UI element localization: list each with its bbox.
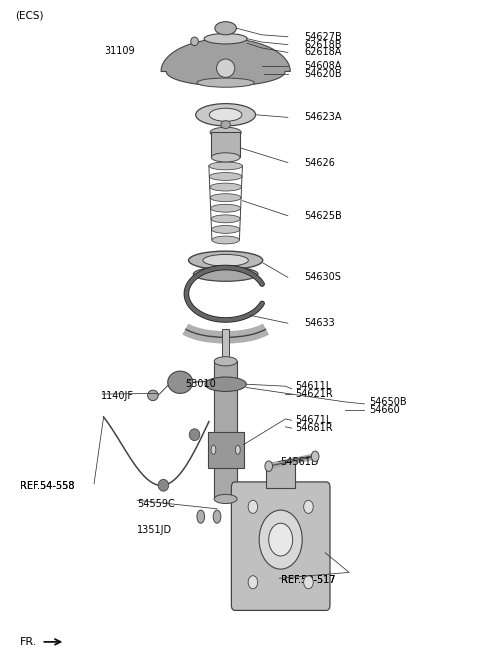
Polygon shape [161, 39, 290, 86]
Text: 54623A: 54623A [305, 112, 342, 122]
Text: 1351JD: 1351JD [137, 525, 172, 535]
Ellipse shape [210, 194, 241, 202]
Ellipse shape [211, 215, 240, 223]
Ellipse shape [214, 494, 237, 503]
Ellipse shape [189, 429, 200, 441]
Ellipse shape [215, 22, 237, 35]
Ellipse shape [197, 510, 204, 523]
FancyBboxPatch shape [214, 361, 237, 499]
Ellipse shape [197, 78, 254, 87]
Ellipse shape [248, 500, 258, 513]
Ellipse shape [211, 445, 216, 455]
Ellipse shape [213, 510, 221, 523]
FancyBboxPatch shape [211, 133, 240, 158]
Ellipse shape [209, 162, 242, 170]
Text: (ECS): (ECS) [15, 10, 44, 20]
Ellipse shape [189, 251, 263, 269]
Ellipse shape [148, 390, 158, 401]
Ellipse shape [204, 34, 247, 44]
FancyBboxPatch shape [266, 463, 295, 488]
Ellipse shape [209, 108, 242, 122]
Ellipse shape [212, 236, 240, 244]
Text: REF.54-558: REF.54-558 [20, 481, 74, 491]
Text: 54625B: 54625B [305, 211, 342, 221]
Text: 54671L: 54671L [295, 415, 331, 425]
Text: 53010: 53010 [185, 379, 216, 389]
Ellipse shape [216, 59, 235, 78]
Ellipse shape [203, 254, 248, 266]
Ellipse shape [259, 510, 302, 569]
Text: 54620B: 54620B [305, 69, 342, 79]
Ellipse shape [221, 121, 230, 129]
Text: REF.50-517: REF.50-517 [281, 575, 335, 585]
Text: 54681R: 54681R [295, 423, 333, 433]
Text: REF.50-517: REF.50-517 [281, 575, 335, 585]
Ellipse shape [196, 104, 255, 126]
Text: 54650B: 54650B [369, 397, 407, 407]
Ellipse shape [210, 127, 241, 138]
Text: REF.54-558: REF.54-558 [20, 481, 74, 491]
Ellipse shape [265, 461, 273, 472]
Text: 31109: 31109 [104, 46, 135, 57]
Text: 54608A: 54608A [305, 61, 342, 71]
Text: 54559C: 54559C [137, 499, 175, 509]
Ellipse shape [304, 500, 313, 513]
Ellipse shape [168, 371, 192, 394]
Ellipse shape [236, 445, 240, 455]
Ellipse shape [211, 204, 240, 212]
Ellipse shape [269, 523, 293, 556]
Ellipse shape [212, 225, 240, 233]
Text: 54611L: 54611L [295, 381, 331, 391]
FancyBboxPatch shape [231, 482, 330, 610]
Ellipse shape [191, 37, 198, 45]
Text: 54630S: 54630S [305, 273, 341, 283]
Ellipse shape [214, 357, 237, 366]
Ellipse shape [158, 480, 168, 491]
Ellipse shape [312, 451, 319, 462]
Ellipse shape [210, 183, 241, 191]
Ellipse shape [211, 153, 240, 162]
Text: 54633: 54633 [305, 318, 336, 328]
Ellipse shape [304, 576, 313, 589]
Text: 54660: 54660 [369, 405, 400, 415]
Text: 62618A: 62618A [305, 47, 342, 58]
Text: 54626: 54626 [305, 158, 336, 168]
FancyBboxPatch shape [222, 328, 229, 361]
Text: 54627B: 54627B [305, 32, 342, 42]
Text: FR.: FR. [20, 637, 37, 647]
Text: 62618B: 62618B [305, 39, 342, 50]
Ellipse shape [205, 377, 246, 392]
Ellipse shape [209, 173, 242, 181]
Text: 54561D: 54561D [281, 457, 319, 467]
FancyBboxPatch shape [208, 432, 243, 468]
Text: 1140JF: 1140JF [101, 391, 134, 401]
Ellipse shape [248, 576, 258, 589]
Text: 54621R: 54621R [295, 389, 333, 399]
Ellipse shape [193, 267, 258, 281]
